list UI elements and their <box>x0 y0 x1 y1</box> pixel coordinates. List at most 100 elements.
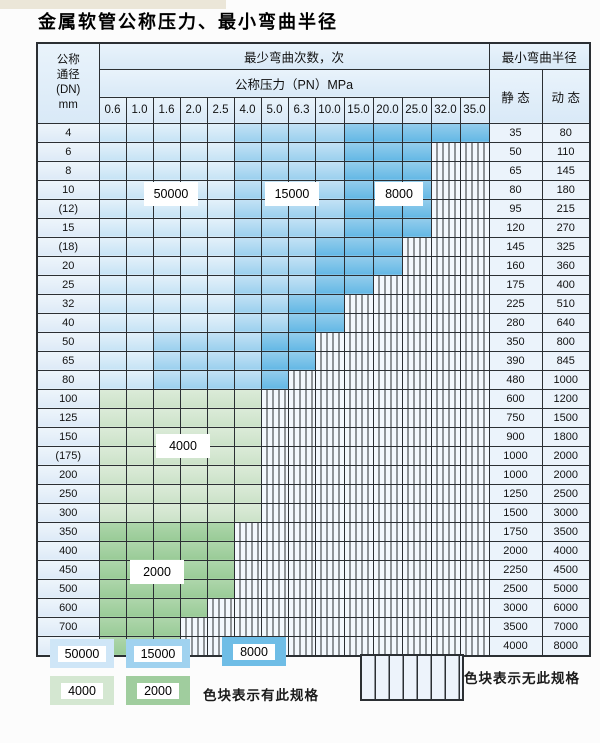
no-spec-cell <box>343 445 374 466</box>
spec-cell <box>260 122 289 143</box>
no-spec-cell <box>314 559 345 580</box>
table-row: 40 280 640 <box>36 312 591 333</box>
spec-cell <box>98 540 127 561</box>
no-spec-cell <box>314 483 345 504</box>
dn-cell: 32 <box>36 293 100 314</box>
pressure-header-cell: 15.0 <box>343 96 374 124</box>
legend-swatch-2000: 2000 <box>126 676 190 705</box>
no-spec-cell <box>459 179 490 200</box>
static-radius-cell: 50 <box>488 141 543 162</box>
no-spec-cell <box>401 597 432 618</box>
table-row: 65 390 845 <box>36 350 591 371</box>
spec-cell <box>98 293 127 314</box>
spec-cell <box>314 312 345 333</box>
spec-cell <box>125 217 154 238</box>
no-spec-cell <box>401 312 432 333</box>
no-spec-cell <box>314 540 345 561</box>
bend-count-label-8000: 8000 <box>376 183 422 205</box>
legend-swatch-label: 50000 <box>57 645 107 662</box>
spec-cell <box>343 255 374 276</box>
spec-cell <box>401 122 432 143</box>
no-spec-cell <box>372 635 403 656</box>
spec-cell <box>343 122 374 143</box>
dynamic-radius-cell: 6000 <box>541 597 591 618</box>
no-spec-cell <box>372 331 403 352</box>
no-spec-cell <box>372 407 403 428</box>
dynamic-radius-cell: 1800 <box>541 426 591 447</box>
spec-cell <box>179 312 208 333</box>
no-spec-cell <box>430 217 461 238</box>
spec-cell <box>125 483 154 504</box>
spec-cell <box>430 122 461 143</box>
spec-cell <box>125 464 154 485</box>
spec-cell <box>206 578 235 599</box>
spec-cell <box>179 255 208 276</box>
pressure-header-cell: 1.6 <box>152 96 181 124</box>
spec-cell <box>233 445 262 466</box>
legend-swatch-15000: 15000 <box>126 639 190 668</box>
spec-cell <box>125 426 154 447</box>
pressure-header-cell: 25.0 <box>401 96 432 124</box>
no-spec-cell <box>430 293 461 314</box>
dynamic-radius-cell: 5000 <box>541 578 591 599</box>
no-spec-cell <box>372 312 403 333</box>
static-radius-cell: 390 <box>488 350 543 371</box>
table-row: 80 480 1000 <box>36 369 591 390</box>
dynamic-radius-cell: 110 <box>541 141 591 162</box>
spec-cell <box>152 255 181 276</box>
spec-cell <box>98 255 127 276</box>
no-spec-cell <box>459 293 490 314</box>
no-spec-cell <box>430 502 461 523</box>
no-spec-cell <box>401 350 432 371</box>
no-spec-cell <box>372 274 403 295</box>
no-spec-cell <box>459 578 490 599</box>
no-spec-cell <box>343 388 374 409</box>
no-spec-cell <box>314 407 345 428</box>
table-row: 600 3000 6000 <box>36 597 591 618</box>
spec-cell <box>287 217 316 238</box>
no-spec-cell <box>343 559 374 580</box>
spec-cell <box>125 445 154 466</box>
spec-cell <box>287 122 316 143</box>
no-spec-cell <box>430 445 461 466</box>
no-spec-cell <box>459 141 490 162</box>
no-spec-cell <box>459 255 490 276</box>
no-spec-cell <box>314 616 345 637</box>
spec-cell <box>233 141 262 162</box>
no-spec-cell <box>401 331 432 352</box>
no-spec-cell <box>260 559 289 580</box>
spec-cell <box>314 255 345 276</box>
no-spec-cell <box>233 559 262 580</box>
no-spec-cell <box>287 521 316 542</box>
no-spec-cell <box>287 426 316 447</box>
spec-cell <box>206 483 235 504</box>
dn-cell: 600 <box>36 597 100 618</box>
spec-cell <box>98 388 127 409</box>
spec-cell <box>206 274 235 295</box>
spec-cell <box>98 369 127 390</box>
no-spec-cell <box>459 635 490 656</box>
spec-cell <box>287 312 316 333</box>
spec-cell <box>206 407 235 428</box>
no-spec-cell <box>401 293 432 314</box>
no-spec-cell <box>459 350 490 371</box>
spec-cell <box>260 293 289 314</box>
spec-cell <box>152 141 181 162</box>
dn-header-line: (DN) <box>56 84 81 97</box>
no-spec-cell <box>430 141 461 162</box>
no-spec-cell <box>401 483 432 504</box>
no-spec-cell <box>459 312 490 333</box>
table-row: 32 225 510 <box>36 293 591 314</box>
page-title: 金属软管公称压力、最小弯曲半径 <box>38 12 338 33</box>
spec-cell <box>98 521 127 542</box>
spec-cell <box>125 274 154 295</box>
spec-cell <box>179 578 208 599</box>
no-spec-cell <box>314 426 345 447</box>
spec-cell <box>233 502 262 523</box>
spec-cell <box>233 426 262 447</box>
dn-cell: 40 <box>36 312 100 333</box>
dn-cell: 80 <box>36 369 100 390</box>
table-row: 200 1000 2000 <box>36 464 591 485</box>
spec-cell <box>152 293 181 314</box>
no-spec-cell <box>343 502 374 523</box>
